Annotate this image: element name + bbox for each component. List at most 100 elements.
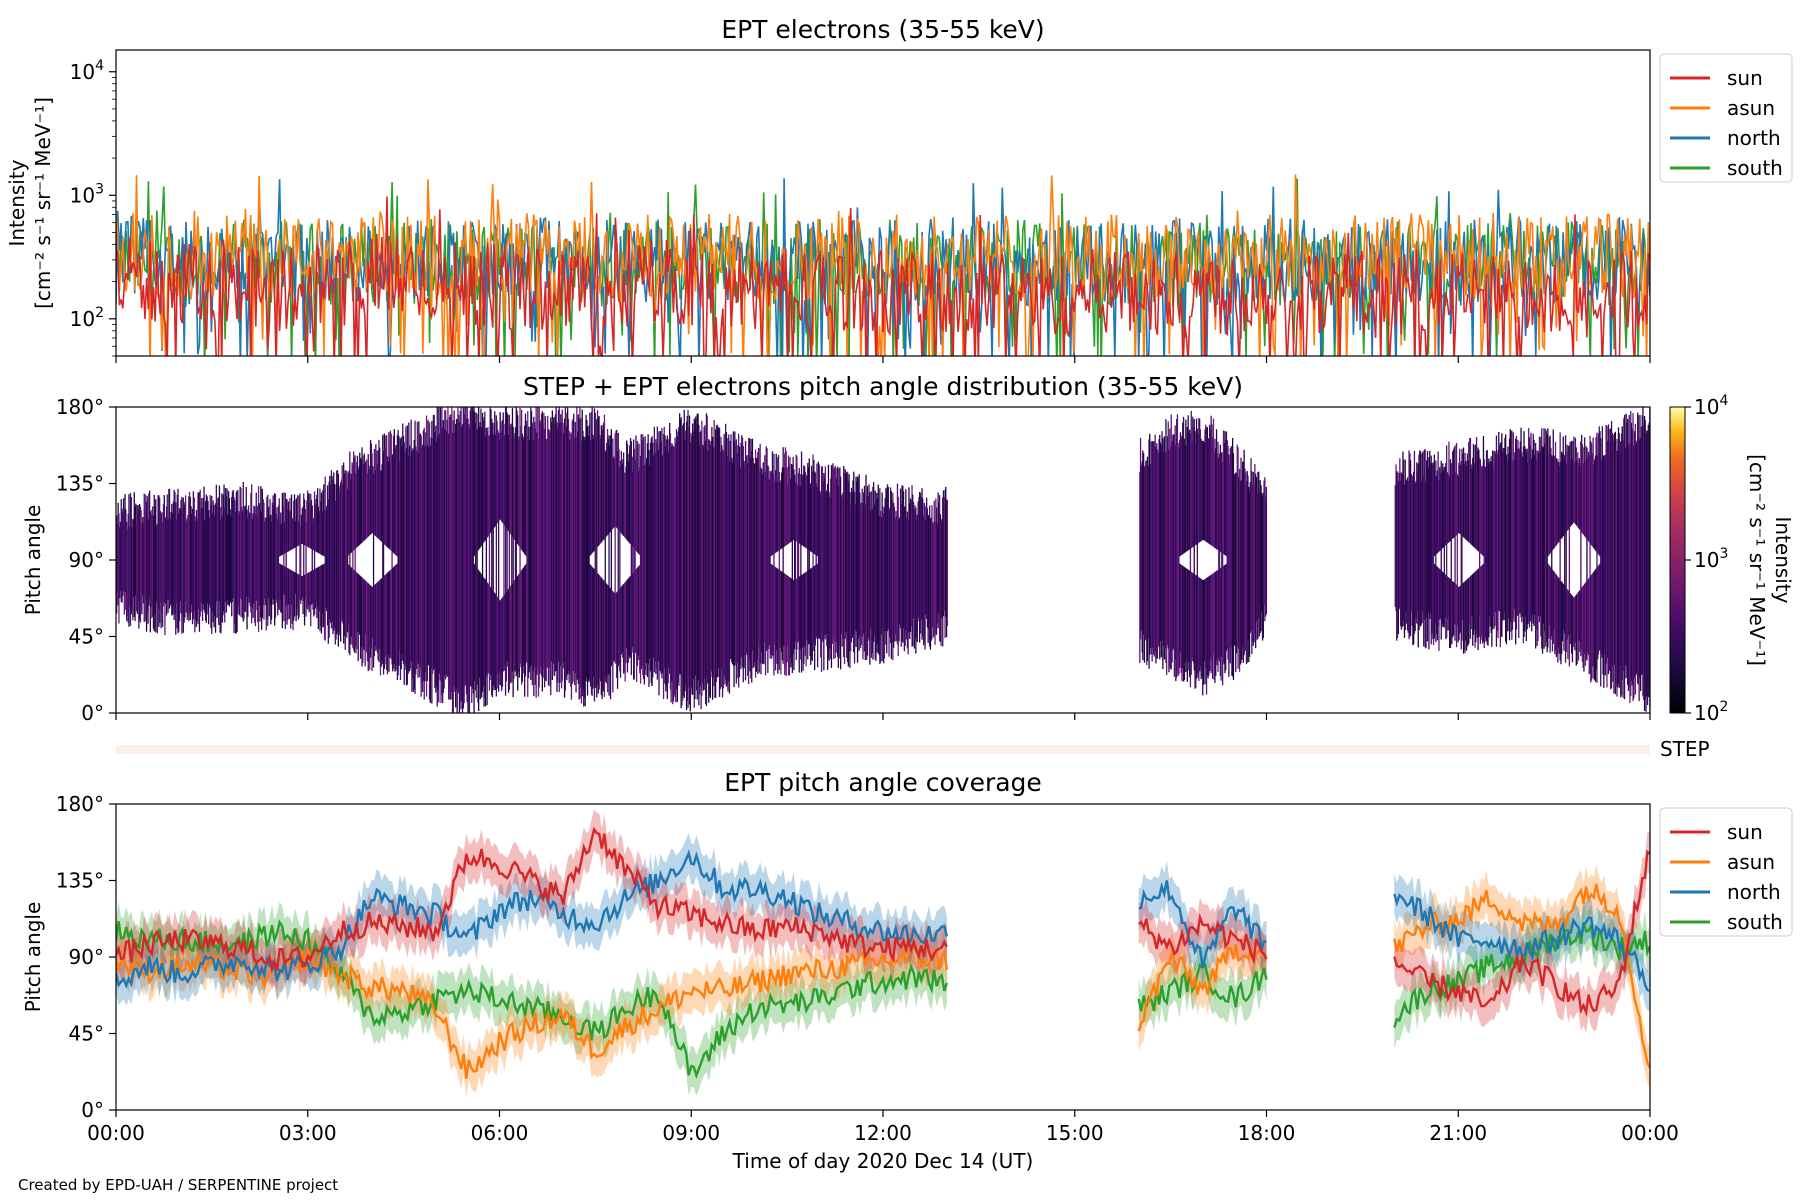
pad-column	[277, 518, 279, 616]
pad-column	[1637, 412, 1639, 684]
pad-column	[1640, 426, 1643, 676]
pad-column	[884, 498, 886, 631]
pad-column	[1622, 440, 1624, 698]
pad-column	[732, 431, 734, 666]
pad-column	[1547, 563, 1549, 648]
pad-column	[1211, 574, 1213, 661]
pad-column	[170, 511, 172, 605]
pad-column	[1647, 424, 1649, 698]
pad-column	[1526, 448, 1528, 630]
pad-column	[1572, 441, 1574, 523]
pad-column	[463, 407, 465, 704]
pad-column	[912, 501, 915, 619]
pad-column	[818, 464, 820, 639]
pad-column	[593, 408, 596, 551]
pad-column	[307, 572, 310, 605]
pad-column	[893, 506, 895, 642]
pad-column	[907, 520, 909, 655]
pad-column	[1206, 577, 1208, 676]
pad-column	[316, 494, 318, 553]
pad-column	[625, 466, 627, 539]
pad-column	[503, 423, 505, 665]
pad-column	[1167, 421, 1169, 649]
pad-column	[550, 417, 552, 695]
pad-column	[662, 433, 665, 699]
pad-column	[1581, 434, 1583, 533]
pad-column	[530, 407, 532, 680]
pad-column	[1457, 476, 1459, 534]
pad-column	[1644, 419, 1646, 699]
pad-column	[1204, 579, 1206, 685]
pad-column	[760, 467, 762, 675]
pad-column	[820, 466, 823, 672]
pad-column	[445, 410, 447, 680]
pad-column	[482, 576, 484, 687]
pad-column	[893, 502, 895, 648]
pad-column	[774, 566, 776, 645]
pad-column	[770, 472, 772, 557]
pad-column	[130, 497, 132, 615]
pad-column	[192, 491, 194, 620]
pad-column	[623, 584, 625, 674]
pad-column	[1566, 588, 1568, 640]
pad-column	[394, 448, 396, 555]
pad-column	[142, 517, 144, 596]
pad-column	[781, 467, 784, 548]
pad-panel-title: STEP + EPT electrons pitch angle distrib…	[523, 372, 1243, 401]
coverage-line-sun	[116, 826, 948, 974]
pad-column	[1415, 480, 1417, 618]
pad-column	[1223, 443, 1225, 555]
pad-column	[409, 456, 412, 669]
pad-column	[466, 407, 468, 703]
pad-column	[294, 572, 296, 594]
pad-column	[460, 407, 462, 710]
pad-column	[612, 438, 614, 529]
pad-column	[794, 474, 796, 650]
pad-column	[1525, 448, 1527, 617]
pad-column	[1476, 569, 1478, 638]
coverage-band-north	[1394, 873, 1650, 1012]
pad-column	[1444, 466, 1446, 546]
pad-column	[1581, 587, 1583, 649]
pad-column	[124, 494, 126, 593]
pad-column	[809, 569, 811, 656]
pad-column	[1139, 437, 1142, 640]
pad-column	[500, 421, 502, 521]
pad-column	[642, 437, 645, 679]
pad-column	[934, 521, 936, 645]
pad-column	[813, 459, 815, 554]
pad-column	[430, 437, 432, 669]
pad-column	[1583, 463, 1585, 536]
pad-column	[639, 455, 642, 684]
pad-column	[1164, 452, 1166, 648]
pad-column	[1473, 462, 1475, 548]
pad-column	[600, 438, 602, 544]
pad-column	[749, 457, 751, 672]
pad-column	[814, 565, 816, 671]
coverage-legend-label-asun: asun	[1727, 850, 1775, 874]
x-tick-label-6: 18:00	[1238, 1121, 1296, 1145]
pad-column	[533, 416, 535, 697]
pad-column	[1497, 450, 1499, 639]
pad-column	[1588, 455, 1590, 543]
pad-column	[1641, 415, 1643, 674]
pad-column	[613, 459, 616, 527]
pad-column	[1180, 437, 1182, 556]
pad-column	[560, 414, 562, 667]
colorbar-label-line1: Intensity	[1771, 516, 1795, 603]
pad-column	[1240, 457, 1242, 663]
pad-column	[606, 584, 609, 693]
pad-column	[926, 508, 928, 628]
pad-column	[309, 571, 311, 607]
pad-column	[1635, 443, 1637, 676]
pad-column	[274, 493, 276, 626]
pad-column	[494, 434, 497, 526]
pad-column	[524, 425, 526, 554]
pad-column	[590, 412, 593, 555]
pad-column	[1509, 429, 1511, 622]
pad-column	[261, 488, 263, 618]
pad-column	[530, 411, 533, 666]
pad-column	[426, 445, 428, 681]
pad-column	[1581, 586, 1583, 662]
pad-column	[781, 571, 783, 652]
